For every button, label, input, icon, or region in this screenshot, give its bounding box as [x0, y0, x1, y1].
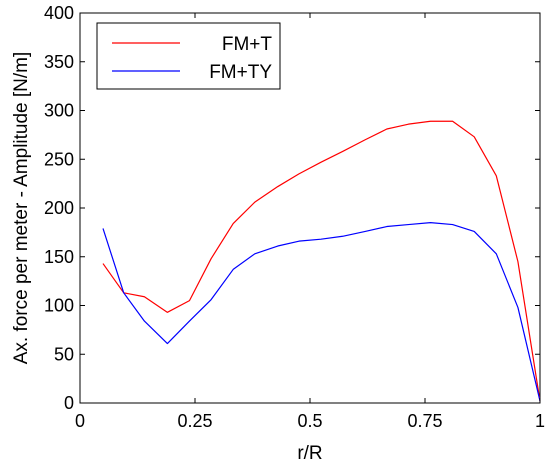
x-tick-label: 0.75 — [407, 411, 442, 431]
y-tick-label: 200 — [44, 198, 74, 218]
series-lines — [102, 120, 541, 402]
y-tick-label: 0 — [64, 393, 74, 413]
y-tick-label: 100 — [44, 296, 74, 316]
y-tick-label: 150 — [44, 247, 74, 267]
x-axis-label: r/R — [297, 443, 322, 464]
y-tick-label: 300 — [44, 101, 74, 121]
legend-label-fm-t: FM+T — [222, 34, 273, 55]
y-tick-label: 50 — [54, 344, 74, 364]
y-tick-label: 250 — [44, 149, 74, 169]
y-axis-label: Ax. force per meter - Amplitude [N/m] — [11, 52, 32, 365]
y-tick-label: 400 — [44, 3, 74, 23]
legend-label-fm-ty: FM+TY — [209, 62, 272, 83]
legend-box — [96, 22, 281, 90]
series-line-fm-ty — [102, 222, 541, 402]
legend: FM+T FM+TY — [96, 22, 281, 90]
y-tick-label: 350 — [44, 52, 74, 72]
x-tick-labels: 0 0.25 0.5 0.75 1 — [75, 411, 545, 431]
x-tick-label: 0.25 — [177, 411, 212, 431]
x-tick-label: 0 — [75, 411, 85, 431]
y-tick-labels: 0 50 100 150 200 250 300 350 400 — [44, 3, 74, 413]
x-tick-label: 1 — [535, 411, 545, 431]
axis-ticks — [79, 12, 541, 404]
x-tick-label: 0.5 — [297, 411, 322, 431]
series-line-fm-t — [102, 120, 541, 402]
